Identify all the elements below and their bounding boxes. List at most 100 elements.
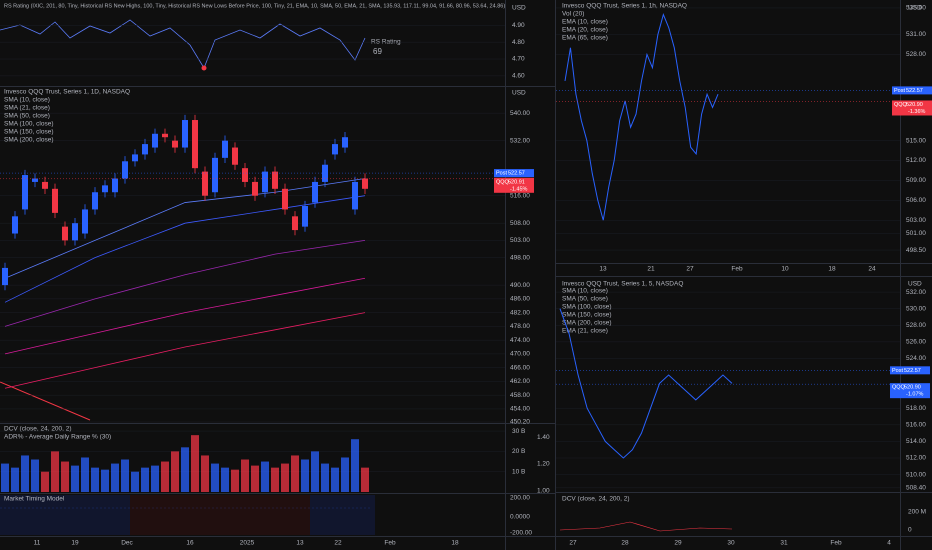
volume-bar xyxy=(81,457,89,492)
volume-bar xyxy=(1,463,9,492)
trend-line xyxy=(0,381,91,421)
y-tick-label: 498.00 xyxy=(510,254,530,261)
moving-average xyxy=(4,312,366,389)
pane-title: Market Timing Model xyxy=(4,496,65,503)
y-tick-label: 528.00 xyxy=(906,322,926,329)
y-tick-label: 516.00 xyxy=(906,422,926,429)
y-tick-label: 466.00 xyxy=(510,364,530,371)
y-tick-label: 4.70 xyxy=(512,56,525,63)
y-tick-label: 514.00 xyxy=(906,438,926,445)
rs-line xyxy=(0,19,366,69)
tag-price: 520.90 xyxy=(906,102,923,108)
x-tick-label: 10 xyxy=(781,266,789,273)
candle-body xyxy=(182,120,188,148)
currency: USD xyxy=(512,5,526,12)
y-tick-label: 30 B xyxy=(512,428,525,435)
indicator-label: SMA (100, close) xyxy=(4,121,54,128)
volume-bar xyxy=(251,465,259,492)
pane-title: RS Rating (IXIC, 201, 80, Tiny, Historic… xyxy=(4,3,505,9)
volume-bar xyxy=(31,459,39,492)
y-tick-label: 526.00 xyxy=(906,339,926,346)
price-tag xyxy=(892,86,932,95)
tag-price: 522.57 xyxy=(906,88,923,94)
x-tick-label: 29 xyxy=(674,540,682,547)
indicator-label: SMA (200, close) xyxy=(562,320,612,327)
timing-zone xyxy=(310,495,375,535)
moving-average xyxy=(4,240,366,327)
y-tick-label: 450.20 xyxy=(510,419,530,426)
y-tick-label: 474.00 xyxy=(510,337,530,344)
volume-bar xyxy=(11,467,19,492)
price-tag xyxy=(890,383,930,399)
y-tick-label: 4.60 xyxy=(512,73,525,80)
y-tick-label: 20 B xyxy=(512,448,525,455)
y-tick-label: 503.00 xyxy=(906,217,926,224)
volume-bar xyxy=(331,467,339,492)
y-tick-label: 4.90 xyxy=(512,22,525,29)
tag-price: 522.57 xyxy=(508,171,525,177)
volume-bar xyxy=(161,461,169,492)
price-tag xyxy=(494,177,534,193)
y-tick-label: 454.00 xyxy=(510,406,530,413)
axis-label: 0 xyxy=(908,527,912,534)
y-tick-label: 501.00 xyxy=(906,230,926,237)
volume-bar xyxy=(61,461,69,492)
y-tick-label: 478.00 xyxy=(510,323,530,330)
x-tick-label: 18 xyxy=(828,266,836,273)
candle-body xyxy=(32,178,38,182)
candle-body xyxy=(82,209,88,234)
candle-body xyxy=(92,192,98,210)
y-tick-label: 512.00 xyxy=(906,157,926,164)
y-tick-label: -200.00 xyxy=(510,530,532,537)
x-tick-label: Feb xyxy=(830,540,842,547)
candle-body xyxy=(112,178,118,193)
candle-body xyxy=(272,171,278,189)
candle-body xyxy=(132,154,138,162)
candle-body xyxy=(12,216,18,234)
x-tick-label: Feb xyxy=(384,540,396,547)
y-tick-label: 516.00 xyxy=(510,192,530,199)
tag-name: QQQ xyxy=(892,385,906,391)
volume-bar xyxy=(151,465,159,492)
timing-zone xyxy=(0,495,130,535)
candle-body xyxy=(122,161,128,179)
candle-body xyxy=(362,178,368,189)
candle-body xyxy=(202,171,208,196)
pane-title: Invesco QQQ Trust, Series 1, 1D, NASDAQ xyxy=(4,89,130,96)
indicator-label: SMA (21, close) xyxy=(4,105,50,112)
x-tick-label: Dec xyxy=(121,540,133,547)
y-tick-label: 10 B xyxy=(512,468,525,475)
y-tick-label: 0.0000 xyxy=(510,514,530,521)
candle-body xyxy=(42,181,48,189)
pane-title: DCV (close, 24, 200, 2) xyxy=(562,496,630,503)
y-tick-label: 470.00 xyxy=(510,351,530,358)
volume-bar xyxy=(291,455,299,492)
candle-body xyxy=(162,133,168,138)
tag-price: 520.91 xyxy=(508,179,525,185)
y-tick-label: 200.00 xyxy=(510,495,530,502)
volume-bar xyxy=(281,463,289,492)
x-tick-label: 21 xyxy=(647,266,655,273)
indicator-label: Vol (20) xyxy=(562,11,584,18)
tag-name: Post xyxy=(892,368,903,374)
indicator-label: SMA (100, close) xyxy=(562,304,612,311)
volume-bar xyxy=(101,469,109,492)
y-tick-label: 506.00 xyxy=(906,197,926,204)
volume-bar xyxy=(71,465,79,492)
indicator-label: EMA (21, close) xyxy=(562,328,608,335)
candle-body xyxy=(292,216,298,231)
axis-label: 200 M xyxy=(908,509,926,516)
y-tick-label: 531.00 xyxy=(906,31,926,38)
indicator-label: EMA (10, close) xyxy=(562,19,608,26)
candle-body xyxy=(252,181,258,196)
candle-body xyxy=(152,133,158,148)
volume-bar xyxy=(201,455,209,492)
volume-bar xyxy=(121,459,129,492)
pane-title: Invesco QQQ Trust, Series 1, 1h, NASDAQ xyxy=(562,3,687,10)
tag-change: -1.07% xyxy=(906,392,924,398)
y-tick-label: 490.00 xyxy=(510,282,530,289)
indicator-label: SMA (10, close) xyxy=(4,97,50,104)
volume-bar xyxy=(131,471,139,492)
x-tick-label: 13 xyxy=(599,266,607,273)
